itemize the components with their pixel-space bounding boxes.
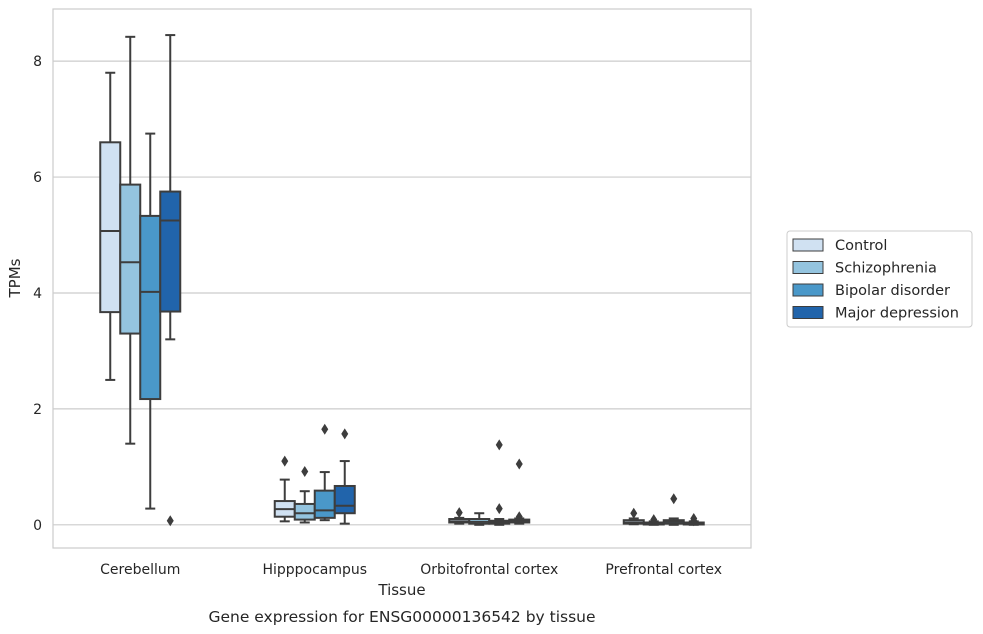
y-tick-label: 4 [33,286,42,302]
outlier-point [670,493,678,505]
box-group [159,34,182,527]
outlier-point [455,507,463,519]
legend-swatch [792,306,824,319]
y-axis-label: TPMs [6,258,24,298]
outlier-point [630,507,638,519]
outlier-point [281,455,289,467]
legend-label: Control [835,238,887,254]
outlier-point [341,428,349,440]
legend-swatch [792,261,824,274]
box-group [333,428,356,525]
box-plots [99,34,705,527]
y-tick-labels: 0 2 4 6 8 [33,54,42,534]
y-tick-label: 0 [33,518,42,534]
box-group [99,71,122,381]
outlier-point [515,458,523,470]
box-group [448,507,471,525]
outlier-point [166,515,174,527]
x-tick-label: Prefrontal cortex [605,562,722,578]
legend-swatch [792,238,824,252]
box [333,484,356,515]
y-tick-label: 8 [33,54,42,70]
legend-label: Bipolar disorder [835,283,950,299]
box-group [508,458,531,525]
box-group [682,512,705,527]
box [99,141,122,314]
outlier-point [321,423,329,435]
box-group [273,455,296,523]
legend-swatch [792,283,824,297]
y-tick-label: 6 [33,170,42,186]
box [139,214,162,401]
y-tick-label: 2 [33,402,42,418]
x-tick-labels: Cerebellum Hipppocampus Orbitofrontal cort… [100,562,722,578]
outlier-point [650,514,658,526]
legend-label: Major depression [835,306,959,322]
legend-frame [786,230,973,328]
outlier-point [495,439,503,451]
chart-caption: Gene expression for ENSG00000136542 by t… [208,608,595,626]
box-group [119,35,142,445]
box [313,489,336,519]
legend: Control Schizophrenia Bipolar disorder Majo… [786,230,973,328]
outlier-point [690,515,698,527]
box-group [293,465,316,524]
outlier-point [301,465,309,477]
box [293,502,316,521]
x-axis-label: Tissue [377,581,425,599]
x-tick-label: Orbitofrontal cortex [420,562,558,578]
x-tick-label: Cerebellum [100,562,180,578]
box [119,183,142,335]
x-tick-label: Hipppocampus [262,562,367,578]
outlier-point [495,503,503,515]
legend-label: Schizophrenia [835,261,937,277]
box [159,190,182,313]
outlier-point [515,511,523,523]
